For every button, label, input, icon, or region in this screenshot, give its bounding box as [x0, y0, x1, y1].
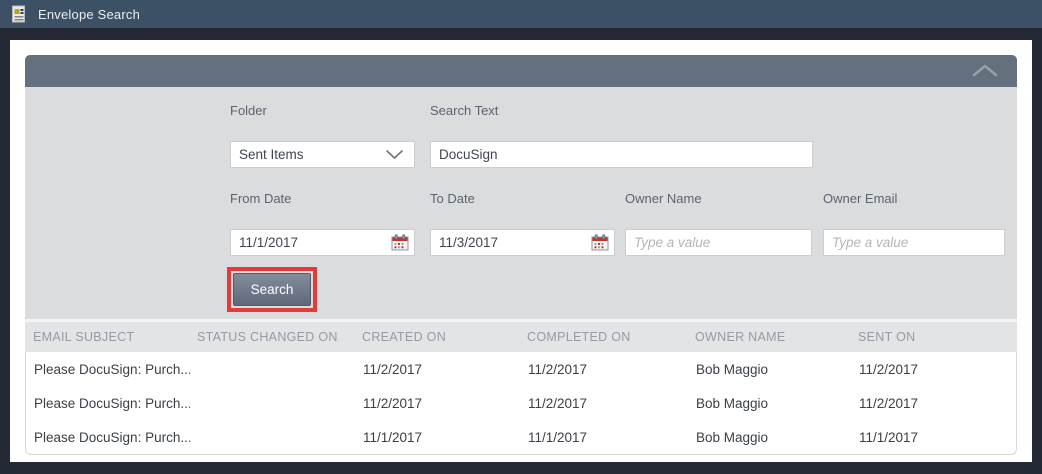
from-date-input[interactable] — [231, 230, 391, 255]
from-date-field[interactable] — [230, 229, 415, 256]
cell-email-subject: Please DocuSign: Purch... — [34, 429, 190, 445]
envelope-search-card: Folder Search Text Sent Items From Date … — [25, 55, 1017, 455]
to-date-field[interactable] — [430, 229, 615, 256]
calendar-icon[interactable] — [591, 234, 609, 251]
cell-created-on: 11/1/2017 — [363, 429, 423, 445]
filter-panel: Folder Search Text Sent Items From Date … — [25, 87, 1017, 319]
folder-select[interactable]: Sent Items — [230, 141, 415, 168]
column-header-created-on[interactable]: CREATED ON — [362, 330, 447, 344]
content-page: Folder Search Text Sent Items From Date … — [10, 40, 1032, 462]
cell-completed-on: 11/2/2017 — [528, 395, 588, 411]
column-header-completed-on[interactable]: COMPLETED ON — [527, 330, 631, 344]
cell-completed-on: 11/1/2017 — [528, 429, 588, 445]
results-table-header: EMAIL SUBJECT STATUS CHANGED ON CREATED … — [25, 322, 1017, 352]
cell-sent-on: 11/1/2017 — [859, 429, 919, 445]
cell-sent-on: 11/2/2017 — [859, 361, 919, 377]
table-row[interactable]: Please DocuSign: Purch... 11/2/2017 11/2… — [26, 386, 1016, 420]
cell-email-subject: Please DocuSign: Purch... — [34, 361, 190, 377]
results-table-body: Please DocuSign: Purch... 11/2/2017 11/2… — [25, 352, 1017, 455]
search-text-input[interactable] — [430, 141, 813, 168]
column-header-sent-on[interactable]: SENT ON — [858, 330, 916, 344]
search-text-label: Search Text — [430, 103, 499, 118]
from-date-label: From Date — [230, 191, 292, 206]
window-title: Envelope Search — [38, 6, 141, 22]
to-date-input[interactable] — [431, 230, 591, 255]
cell-owner-name: Bob Maggio — [696, 429, 769, 445]
column-header-email-subject[interactable]: EMAIL SUBJECT — [33, 330, 135, 344]
folder-select-value: Sent Items — [239, 147, 304, 162]
filter-panel-header[interactable] — [25, 55, 1017, 87]
column-header-owner-name[interactable]: OWNER NAME — [695, 330, 786, 344]
owner-name-label: Owner Name — [625, 191, 702, 206]
document-icon — [11, 5, 26, 23]
table-row[interactable]: Please DocuSign: Purch... 11/1/2017 11/1… — [26, 420, 1016, 454]
owner-email-input[interactable] — [823, 229, 1005, 256]
cell-created-on: 11/2/2017 — [363, 395, 423, 411]
search-button-highlight: Search — [227, 267, 317, 312]
folder-label: Folder — [230, 103, 267, 118]
cell-email-subject: Please DocuSign: Purch... — [34, 395, 190, 411]
table-row[interactable]: Please DocuSign: Purch... 11/2/2017 11/2… — [26, 352, 1016, 386]
chevron-up-icon[interactable] — [971, 63, 999, 78]
owner-name-input[interactable] — [625, 229, 812, 256]
cell-sent-on: 11/2/2017 — [859, 395, 919, 411]
to-date-label: To Date — [430, 191, 475, 206]
chevron-down-icon — [385, 149, 404, 160]
column-header-status-changed-on[interactable]: STATUS CHANGED ON — [197, 330, 338, 344]
search-button[interactable]: Search — [233, 273, 311, 306]
cell-owner-name: Bob Maggio — [696, 361, 769, 377]
cell-owner-name: Bob Maggio — [696, 395, 769, 411]
calendar-icon[interactable] — [391, 234, 409, 251]
cell-created-on: 11/2/2017 — [363, 361, 423, 377]
cell-completed-on: 11/2/2017 — [528, 361, 588, 377]
window-titlebar: Envelope Search — [0, 0, 1042, 28]
owner-email-label: Owner Email — [823, 191, 898, 206]
panel-divider — [25, 319, 1017, 322]
